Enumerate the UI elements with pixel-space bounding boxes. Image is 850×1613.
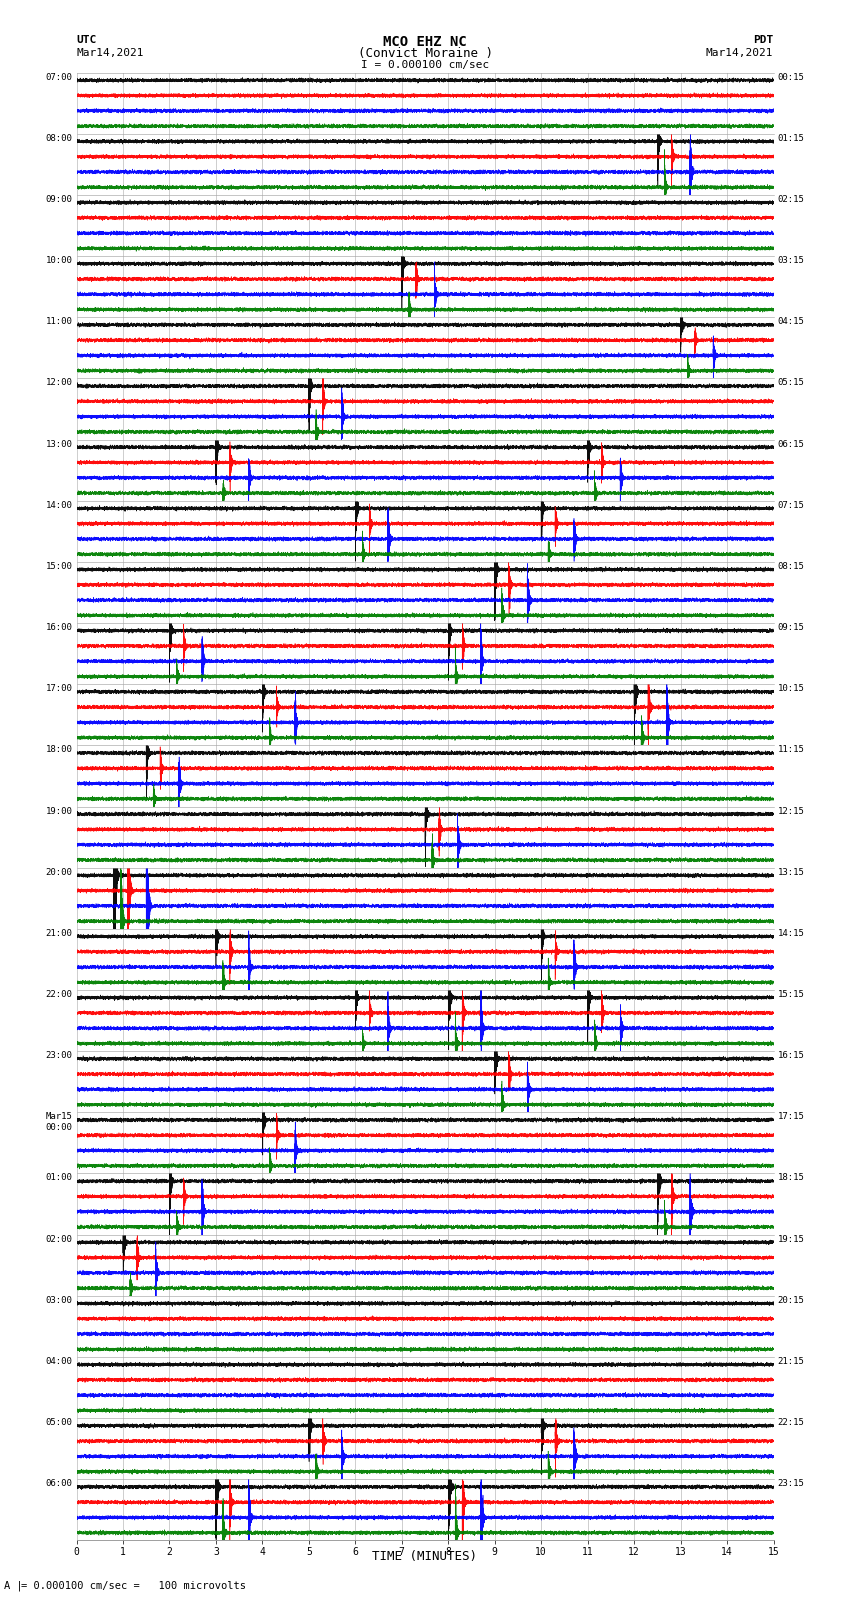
Text: 07:15: 07:15 <box>778 500 805 510</box>
Text: UTC: UTC <box>76 35 97 45</box>
Text: 03:15: 03:15 <box>778 256 805 265</box>
Text: 10:00: 10:00 <box>45 256 72 265</box>
Text: 07:00: 07:00 <box>45 73 72 82</box>
Text: 19:00: 19:00 <box>45 806 72 816</box>
Text: 15:00: 15:00 <box>45 561 72 571</box>
Text: 20:00: 20:00 <box>45 868 72 876</box>
Text: 16:00: 16:00 <box>45 623 72 632</box>
Text: I = 0.000100 cm/sec: I = 0.000100 cm/sec <box>361 60 489 69</box>
Text: 09:15: 09:15 <box>778 623 805 632</box>
Text: 13:00: 13:00 <box>45 440 72 448</box>
Text: 04:00: 04:00 <box>45 1357 72 1366</box>
Text: 13:15: 13:15 <box>778 868 805 876</box>
Text: 04:15: 04:15 <box>778 318 805 326</box>
Text: 09:00: 09:00 <box>45 195 72 203</box>
Text: 05:00: 05:00 <box>45 1418 72 1428</box>
Text: 06:00: 06:00 <box>45 1479 72 1489</box>
Text: 12:00: 12:00 <box>45 379 72 387</box>
Text: 08:00: 08:00 <box>45 134 72 142</box>
Text: 17:00: 17:00 <box>45 684 72 694</box>
Text: MCO EHZ NC: MCO EHZ NC <box>383 35 467 50</box>
Text: Mar14,2021: Mar14,2021 <box>706 48 774 58</box>
Text: TIME (MINUTES): TIME (MINUTES) <box>372 1550 478 1563</box>
Text: 01:15: 01:15 <box>778 134 805 142</box>
Text: 21:00: 21:00 <box>45 929 72 937</box>
Text: 03:00: 03:00 <box>45 1295 72 1305</box>
Text: 21:15: 21:15 <box>778 1357 805 1366</box>
Text: 06:15: 06:15 <box>778 440 805 448</box>
Text: 02:00: 02:00 <box>45 1234 72 1244</box>
Text: 11:15: 11:15 <box>778 745 805 755</box>
Text: = 0.000100 cm/sec =   100 microvolts: = 0.000100 cm/sec = 100 microvolts <box>21 1581 246 1590</box>
Text: 18:15: 18:15 <box>778 1173 805 1182</box>
Text: 19:15: 19:15 <box>778 1234 805 1244</box>
Text: PDT: PDT <box>753 35 774 45</box>
Text: 23:15: 23:15 <box>778 1479 805 1489</box>
Text: 14:00: 14:00 <box>45 500 72 510</box>
Text: 12:15: 12:15 <box>778 806 805 816</box>
Text: 18:00: 18:00 <box>45 745 72 755</box>
Text: 15:15: 15:15 <box>778 990 805 998</box>
Text: 17:15: 17:15 <box>778 1113 805 1121</box>
Text: 10:15: 10:15 <box>778 684 805 694</box>
Text: 20:15: 20:15 <box>778 1295 805 1305</box>
Text: 16:15: 16:15 <box>778 1052 805 1060</box>
Text: 22:15: 22:15 <box>778 1418 805 1428</box>
Text: 01:00: 01:00 <box>45 1173 72 1182</box>
Text: 08:15: 08:15 <box>778 561 805 571</box>
Text: Mar15
00:00: Mar15 00:00 <box>45 1113 72 1132</box>
Text: A |: A | <box>4 1581 23 1592</box>
Text: 23:00: 23:00 <box>45 1052 72 1060</box>
Text: (Convict Moraine ): (Convict Moraine ) <box>358 47 492 60</box>
Text: 00:15: 00:15 <box>778 73 805 82</box>
Text: 05:15: 05:15 <box>778 379 805 387</box>
Text: 14:15: 14:15 <box>778 929 805 937</box>
Text: 11:00: 11:00 <box>45 318 72 326</box>
Text: 02:15: 02:15 <box>778 195 805 203</box>
Text: Mar14,2021: Mar14,2021 <box>76 48 144 58</box>
Text: 22:00: 22:00 <box>45 990 72 998</box>
